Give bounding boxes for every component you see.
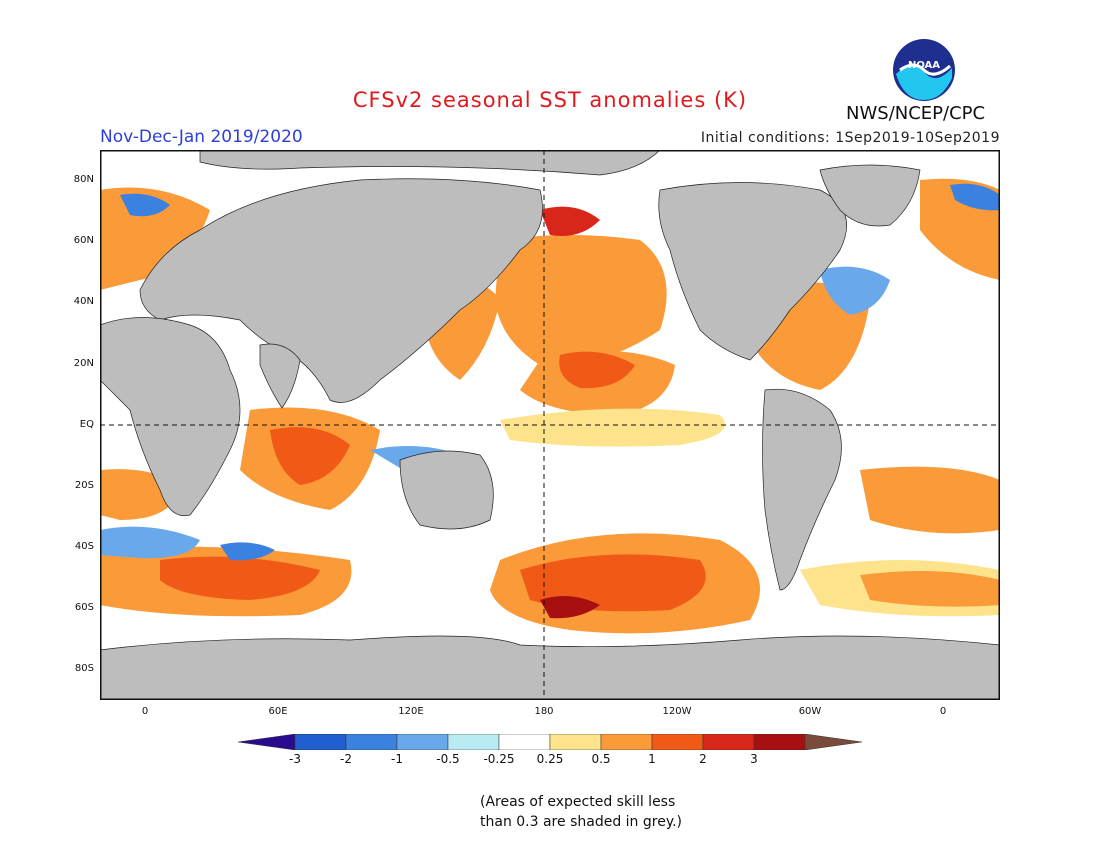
colorbar-swatch bbox=[702, 734, 755, 750]
colorbar bbox=[238, 734, 862, 750]
lon-label: 60W bbox=[798, 706, 822, 717]
map-title: CFSv2 seasonal SST anomalies (K) bbox=[352, 88, 748, 112]
colorbar-swatch bbox=[651, 734, 704, 750]
lat-label: 80S bbox=[74, 663, 94, 674]
lat-label: 60S bbox=[74, 602, 94, 613]
land-masses bbox=[100, 150, 1000, 700]
lon-label: 120W bbox=[662, 706, 692, 717]
colorbar-swatch bbox=[498, 734, 551, 750]
lat-label: 20S bbox=[74, 480, 94, 491]
colorbar-tick-label: 1 bbox=[648, 752, 656, 766]
colorbar-tick-label: 2 bbox=[699, 752, 707, 766]
lon-label: 60E bbox=[268, 706, 288, 717]
anomaly-shading bbox=[100, 178, 1000, 634]
lon-label: 0 bbox=[141, 706, 149, 717]
footnote-line-1: (Areas of expected skill less bbox=[480, 794, 676, 810]
logo-text: NOAA bbox=[908, 60, 940, 71]
colorbar-swatch bbox=[600, 734, 653, 750]
season-label: Nov-Dec-Jan 2019/2020 bbox=[100, 127, 303, 147]
colorbar-swatch bbox=[549, 734, 602, 750]
colorbar-tick-label: -2 bbox=[340, 752, 352, 766]
colorbar-swatch bbox=[753, 734, 806, 750]
colorbar-tick-label: -3 bbox=[289, 752, 301, 766]
colorbar-tick-label: 0.25 bbox=[536, 752, 564, 766]
noaa-logo: NOAA bbox=[893, 39, 955, 101]
colorbar-tick-label: 3 bbox=[750, 752, 758, 766]
lat-label: 40S bbox=[74, 541, 94, 552]
lat-label: 40N bbox=[73, 296, 94, 307]
colorbar-swatch bbox=[345, 734, 398, 750]
colorbar-tick-label: -0.25 bbox=[483, 752, 515, 766]
colorbar-tick-label: 0.5 bbox=[591, 752, 611, 766]
lat-label: 80N bbox=[73, 174, 94, 185]
lat-label: 20N bbox=[73, 358, 94, 369]
agency-label: NWS/NCEP/CPC bbox=[846, 103, 986, 124]
lon-label: 0 bbox=[939, 706, 947, 717]
map-frame bbox=[100, 150, 1000, 700]
colorbar-swatch bbox=[447, 734, 500, 750]
colorbar-swatch bbox=[294, 734, 347, 750]
initial-conditions-label: Initial conditions: 1Sep2019-10Sep2019 bbox=[700, 130, 1000, 146]
colorbar-arrow-low bbox=[238, 734, 296, 750]
sst-anomaly-map bbox=[100, 150, 1000, 700]
footnote-line-2: than 0.3 are shaded in grey.) bbox=[480, 814, 683, 830]
lon-label: 120E bbox=[398, 706, 424, 717]
colorbar-swatch bbox=[396, 734, 449, 750]
lat-label: 60N bbox=[73, 235, 94, 246]
lat-label: EQ bbox=[79, 419, 94, 430]
colorbar-arrow-high bbox=[804, 734, 862, 750]
colorbar-tick-label: -1 bbox=[391, 752, 403, 766]
skill-footnote: (Areas of expected skill less than 0.3 a… bbox=[480, 792, 682, 832]
lon-label: 180 bbox=[534, 706, 554, 717]
colorbar-tick-label: -0.5 bbox=[436, 752, 460, 766]
